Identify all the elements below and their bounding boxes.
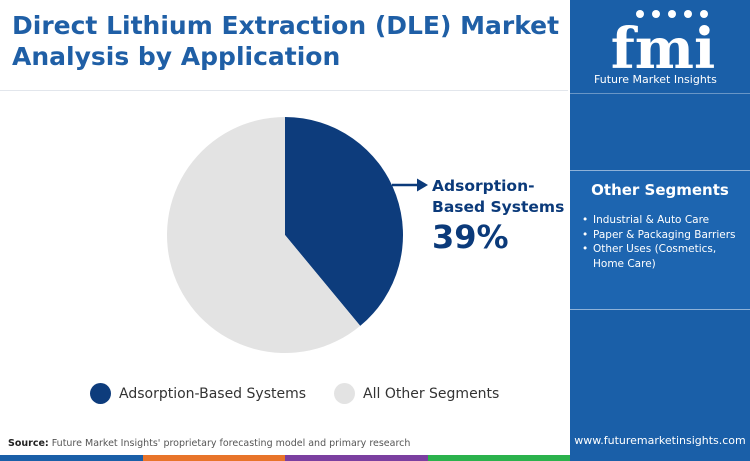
panel-divider: [570, 93, 750, 94]
logo-wordmark: fmi: [611, 16, 716, 72]
logo-icons: [636, 10, 708, 18]
legend-swatch: [90, 383, 111, 404]
chart-title: Direct Lithium Extraction (DLE) Market A…: [12, 11, 560, 71]
stripe-segment: [427, 455, 570, 461]
fmi-logo: fmi: [611, 10, 716, 72]
source-prefix: Source:: [8, 438, 49, 449]
source-text: Future Market Insights' proprietary fore…: [48, 438, 411, 449]
other-segments-title: Other Segments: [591, 181, 729, 199]
pie-slice-adsorption-based-systems: [285, 117, 403, 326]
legend-label: All Other Segments: [363, 385, 500, 402]
logo-subtitle: Future Market Insights: [594, 73, 717, 86]
legend-label: Adsorption-Based Systems: [119, 385, 307, 402]
list-item: Other Uses (Cosmetics, Home Care): [582, 242, 747, 271]
callout-label: Adsorption-Based Systems: [432, 177, 565, 216]
website-url[interactable]: www.futuremarketinsights.com: [574, 434, 746, 447]
legend-item: Adsorption-Based Systems: [90, 383, 306, 404]
callout-value: 39%: [432, 218, 509, 256]
pie-slice-all-other-segments: [167, 117, 361, 353]
title-divider: [0, 90, 568, 91]
callout-arrow: [392, 178, 428, 192]
sidebar-panel: fmi Future Market Insights Other Segment…: [570, 0, 750, 461]
list-item: Industrial & Auto Care: [582, 213, 747, 228]
pie-chart: [167, 117, 428, 353]
stripe-segment: [142, 455, 285, 461]
stripe-segment: [0, 455, 143, 461]
other-segments-box: Other Segments Industrial & Auto Care Pa…: [570, 170, 750, 310]
bottom-color-stripe: [0, 455, 570, 461]
source-note: Source: Future Market Insights' propriet…: [8, 438, 410, 449]
list-item: Paper & Packaging Barriers: [582, 228, 747, 243]
legend-swatch: [334, 383, 356, 404]
other-segments-list: Industrial & Auto Care Paper & Packaging…: [582, 213, 747, 271]
legend-item: All Other Segments: [334, 383, 499, 404]
callout: Adsorption-Based Systems 39%: [432, 176, 582, 255]
legend: Adsorption-Based Systems All Other Segme…: [90, 383, 527, 404]
stripe-segment: [285, 455, 428, 461]
